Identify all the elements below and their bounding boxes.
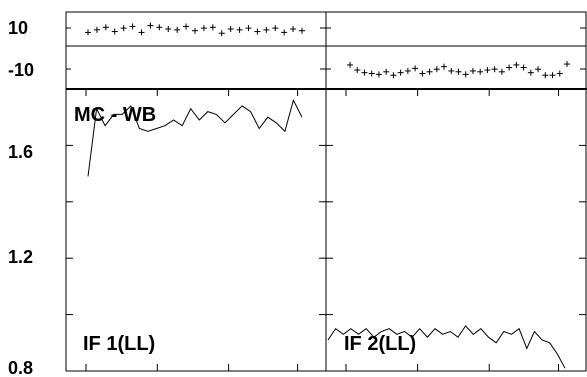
ratio-series — [87, 98, 566, 369]
frame-lower-strip-1 — [65, 45, 327, 90]
ytick-label-0-8: 0.8 — [8, 358, 33, 377]
plot-frames — [65, 11, 587, 372]
ytick-label-top-10: 10 — [8, 18, 28, 38]
ytick-label-top-neg10: -10 — [8, 60, 34, 80]
ratio-line-if2 — [327, 325, 566, 369]
ratio-line-if1 — [87, 98, 303, 177]
frame-main-2 — [325, 88, 587, 372]
frame-main-1 — [65, 88, 327, 372]
frame-lower-strip-2 — [325, 45, 587, 90]
axis-ticks — [66, 27, 586, 372]
series-label-mc-wb: MC - WB — [74, 104, 156, 126]
ytick-label-1-6: 1.6 — [8, 142, 33, 162]
panel-label-if1: IF 1(LL) — [83, 333, 155, 355]
ytick-label-1-2: 1.2 — [8, 247, 33, 267]
panel-label-if2: IF 2(LL) — [344, 333, 416, 355]
frame-upper-strip-1 — [65, 11, 327, 47]
frame-upper-strip-2 — [325, 11, 587, 47]
phase-marks — [85, 22, 570, 79]
